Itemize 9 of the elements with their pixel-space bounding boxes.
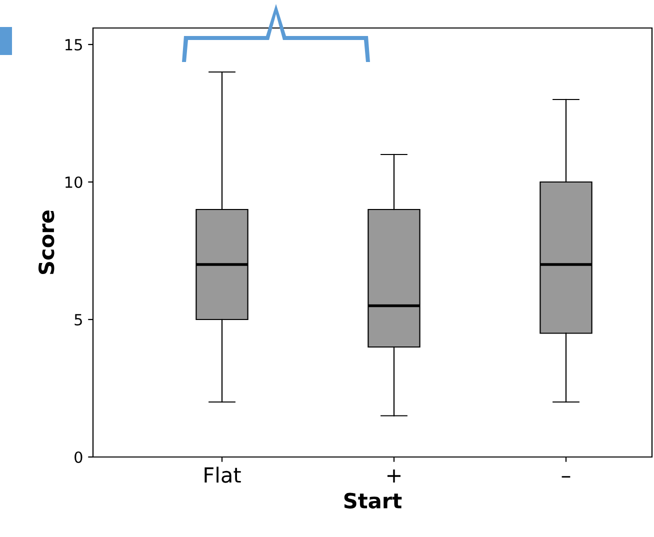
x-tick-label: + xyxy=(387,469,401,483)
x-axis-title: Start xyxy=(344,492,402,509)
x-tick-label: Flat xyxy=(204,466,241,483)
x-tick-label: – xyxy=(562,476,570,478)
y-axis-title: Score xyxy=(38,210,54,274)
y-tick-label: 10 xyxy=(66,176,82,188)
y-tick-label: 15 xyxy=(66,39,82,51)
y-tick-label: 5 xyxy=(74,314,82,326)
y-tick-label: 0 xyxy=(74,451,82,464)
